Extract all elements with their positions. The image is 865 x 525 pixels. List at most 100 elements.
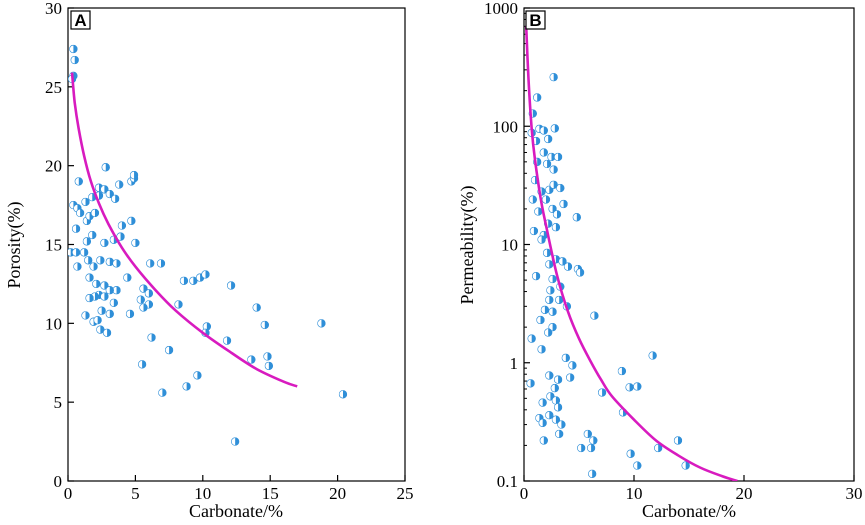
panel-b-data-point (569, 362, 577, 370)
panel-a-data-point (75, 178, 83, 186)
panel-a-data-point (113, 260, 121, 268)
panel-b-data-point (554, 376, 562, 384)
panel-a-data-point (140, 304, 148, 312)
panel-b-fit-curve (524, 26, 738, 481)
panel-a-data-point (111, 195, 119, 203)
panel-a-x-tick-label: 25 (397, 484, 414, 503)
panel-a-data-point (86, 274, 94, 282)
panel-a-data-point (146, 260, 154, 268)
panel-a-data-point (106, 310, 114, 318)
panel-b-data-point (558, 421, 566, 429)
panel-b-data-point (551, 384, 559, 392)
panel-b-data-point (633, 462, 641, 470)
panel-b-data-point (550, 73, 558, 81)
panel-a-data-point (180, 277, 188, 285)
panel-b-data-point (588, 470, 596, 478)
panel-a-data-point (148, 334, 156, 342)
panel-b-data-point (562, 354, 570, 362)
panel-b-data-point (626, 383, 634, 391)
panel-b-tag-box (525, 10, 546, 30)
panel-a-data-point (106, 286, 114, 294)
panel-b-data-point (589, 437, 597, 445)
panel-a-x-tick-label: 10 (194, 484, 211, 503)
panel-a-data-point (183, 383, 191, 391)
panel-a-data-point (74, 263, 82, 271)
panel-a-data-point (98, 307, 106, 315)
panel-a: 0 5 10 15 20 25 30 0 5 10 15 20 25 A Carbonate/% Po… (4, 0, 414, 521)
panel-b: 0.1 1 10 100 1000 0 10 20 30 B Carbonate/% Perm… (457, 0, 863, 521)
panel-b-data-point (529, 196, 537, 204)
panel-b-data-point (545, 296, 553, 304)
panel-a-data-point (82, 312, 90, 320)
panel-a-data-point (202, 271, 210, 279)
panel-b-data-point (633, 383, 641, 391)
panel-a-data-point (80, 249, 88, 257)
panel-b-data-point (537, 316, 545, 324)
panel-b-data-point (545, 260, 553, 268)
panel-a-y-axis-title: Porosity(%) (4, 202, 25, 289)
panel-b-data-point (545, 372, 553, 380)
panel-a-data-point (227, 282, 235, 290)
panel-b-data-point (538, 236, 546, 244)
panel-a-y-tick-label: 0 (54, 472, 63, 491)
panel-b-data-point (528, 335, 536, 343)
panel-b-y-axis-title: Permeability(%) (457, 186, 478, 305)
panel-a-fit-curve (70, 72, 298, 388)
panel-b-data-point (577, 444, 585, 452)
panel-b-data-point (549, 308, 557, 316)
panel-a-data-point (127, 217, 135, 225)
panel-a-data-point (157, 260, 165, 268)
panel-a-x-tick-label: 0 (64, 484, 73, 503)
panel-b-data-point (552, 223, 560, 231)
panel-b-data-point (618, 367, 626, 375)
panel-a-data-point (72, 225, 80, 233)
panel-a-data-point (118, 222, 126, 230)
panel-a-data-point (175, 301, 183, 309)
panel-a-x-tick-label: 20 (329, 484, 346, 503)
panel-b-data-point (539, 419, 547, 427)
panel-b-data-point (547, 286, 555, 294)
panel-a-data-point (194, 371, 202, 379)
panel-b-data-point (542, 196, 550, 204)
panel-a-data-point (110, 299, 118, 307)
panel-b-x-tick-label: 20 (736, 484, 753, 503)
panel-b-x-tick-label: 10 (626, 484, 643, 503)
panel-a-data-point (165, 346, 173, 354)
panel-a-data-point (138, 360, 146, 368)
panel-a-data-point (83, 237, 91, 245)
panel-b-data-point (555, 430, 563, 438)
panel-b-data-point (534, 208, 542, 216)
panel-b-data-point (598, 389, 606, 397)
panel-b-data-point (556, 184, 564, 192)
panel-a-data-point (101, 293, 109, 301)
panel-b-data-point (541, 306, 549, 314)
panel-a-tag-box (70, 10, 91, 30)
panel-b-y-tick-label: 10 (501, 236, 518, 255)
panel-b-data-point (550, 166, 558, 174)
panel-b-data-point (540, 149, 548, 157)
panel-b-data-point (544, 329, 552, 337)
panel-a-x-ticks: 0 5 10 15 20 25 (64, 475, 414, 503)
panel-a-data-point (70, 45, 78, 53)
panel-a-data-point (91, 209, 99, 217)
panel-a-data-point (223, 337, 231, 345)
panel-b-y-tick-label: 0.1 (497, 472, 518, 491)
panel-a-tag: A (74, 11, 86, 30)
panel-a-data-point (96, 256, 104, 264)
panel-b-data-point (539, 399, 547, 407)
panel-a-data-point (132, 239, 140, 247)
panel-a-y-tick-label: 15 (45, 236, 62, 255)
panel-a-data-point (265, 362, 273, 370)
panel-a-data-point (115, 181, 123, 189)
panel-a-data-point (318, 319, 326, 327)
panel-b-data-point (553, 210, 561, 218)
panel-b-data-point (538, 345, 546, 353)
panel-a-data-point (253, 304, 261, 312)
panel-b-data-point (674, 437, 682, 445)
panel-a-points (67, 45, 347, 445)
panel-a-y-ticks: 0 5 10 15 20 25 30 (45, 0, 74, 491)
panel-b-points (527, 73, 690, 477)
panel-b-data-point (573, 213, 581, 221)
panel-a-x-tick-label: 15 (262, 484, 279, 503)
panel-b-data-point (543, 249, 551, 257)
